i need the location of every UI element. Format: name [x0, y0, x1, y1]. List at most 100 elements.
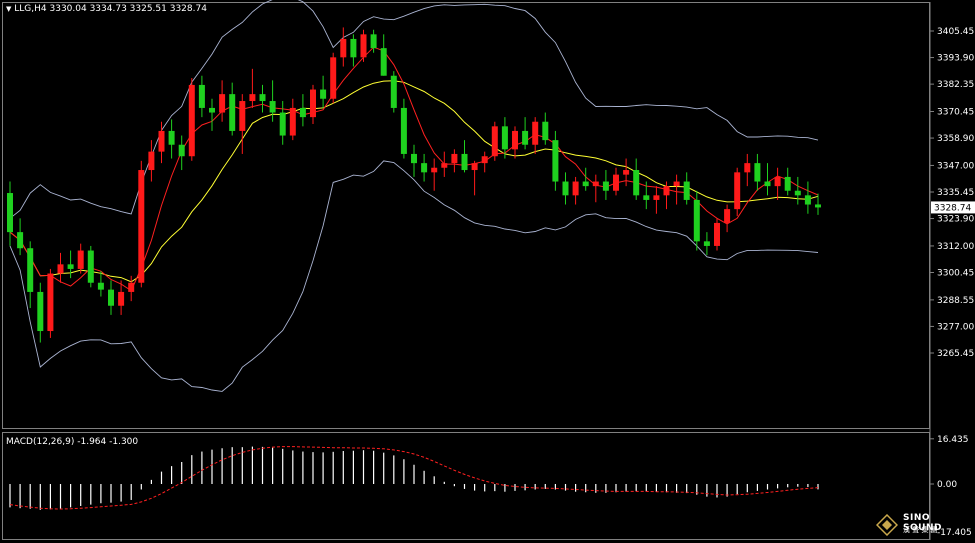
candle-body: [774, 176, 781, 187]
price-tick-label: 3300.45: [937, 269, 974, 279]
candle: [158, 121, 165, 164]
candle: [310, 84, 316, 125]
candle: [542, 112, 549, 145]
candle-body: [411, 153, 417, 164]
candle: [643, 181, 650, 210]
candle-body: [158, 130, 165, 152]
candle: [219, 80, 226, 122]
candle-body: [118, 291, 125, 306]
candle-body: [380, 48, 387, 76]
arrow-down-icon: ▼: [6, 5, 12, 13]
candle: [572, 176, 579, 205]
candle: [350, 34, 357, 67]
candle: [7, 181, 13, 246]
candle-body: [138, 170, 145, 283]
candle-body: [764, 181, 771, 187]
candle: [784, 167, 791, 196]
candle-body: [481, 156, 488, 164]
candle: [512, 126, 518, 159]
macd-values: -1.964 -1.300: [77, 437, 139, 447]
chart-header: ▼ LLG,H4 3330.04 3334.73 3325.51 3328.74: [6, 4, 207, 14]
candle-body: [582, 181, 589, 187]
candle: [623, 158, 630, 187]
candle-body: [602, 181, 609, 191]
price-tick-label: 3323.90: [937, 215, 974, 225]
logo-text: SINO SOUND: [903, 513, 942, 533]
candle-body: [512, 130, 518, 150]
candle: [148, 140, 155, 182]
candle-body: [592, 181, 599, 187]
candle-body: [330, 57, 337, 99]
candle: [249, 68, 256, 108]
macd-tick-label: 0.00: [937, 480, 957, 490]
candle-body: [370, 34, 377, 49]
candle-body: [532, 121, 539, 145]
candle-body: [451, 153, 458, 164]
candle-body: [421, 163, 428, 173]
candle-body: [693, 199, 700, 242]
candle: [320, 75, 327, 108]
candle-body: [542, 121, 549, 141]
candle-body: [7, 193, 13, 233]
candle: [562, 172, 569, 205]
candle-body: [17, 232, 24, 249]
candle-body: [794, 190, 801, 196]
candle-body: [67, 264, 74, 269]
logo-chinese: 漢 聲 集 團: [903, 526, 938, 534]
candle: [411, 144, 417, 177]
candle: [360, 29, 367, 62]
candle: [815, 193, 821, 215]
candle: [703, 232, 710, 256]
candle: [461, 140, 468, 173]
candle: [804, 181, 811, 214]
candle: [613, 167, 619, 196]
candle-body: [400, 107, 407, 154]
candle-body: [562, 181, 569, 196]
candle-body: [522, 130, 529, 145]
candle: [774, 167, 781, 200]
price-tick-label: 3277.00: [937, 322, 974, 332]
candle-body: [168, 130, 175, 145]
candle-body: [148, 151, 155, 171]
candle-body: [714, 222, 720, 246]
price-tick-label: 3393.90: [937, 54, 974, 64]
candle-body: [249, 94, 256, 102]
price-tick-label: 3358.90: [937, 134, 974, 144]
macd-tick-label: -17.405: [937, 528, 972, 538]
candle-body: [219, 94, 226, 113]
candle: [198, 75, 205, 118]
bollinger-lower-band: [9, 160, 819, 392]
candle: [188, 78, 195, 161]
candle-body: [178, 144, 185, 157]
candle: [77, 243, 84, 274]
candle-body: [552, 140, 559, 182]
candle-body: [390, 75, 397, 108]
candle: [390, 71, 397, 113]
candle: [451, 149, 458, 173]
candle-body: [461, 153, 468, 171]
candle-body: [734, 172, 741, 210]
candle: [532, 117, 539, 154]
candle-body: [108, 289, 114, 306]
price-tick-label: 3347.00: [937, 161, 974, 171]
candle: [653, 186, 660, 214]
candle-body: [744, 163, 751, 173]
candle: [37, 282, 44, 343]
candle: [592, 174, 599, 203]
candle-body: [613, 174, 619, 191]
candle: [259, 84, 266, 113]
candle: [794, 176, 801, 205]
candle-body: [198, 84, 205, 108]
candle-body: [57, 264, 64, 274]
candle: [108, 280, 114, 315]
candle-body: [804, 195, 811, 205]
candle: [47, 268, 54, 338]
candle-body: [673, 181, 680, 187]
candle: [714, 218, 720, 251]
candle: [764, 163, 771, 196]
candle-body: [754, 163, 761, 182]
candle-body: [653, 195, 660, 200]
candle-body: [643, 195, 650, 200]
